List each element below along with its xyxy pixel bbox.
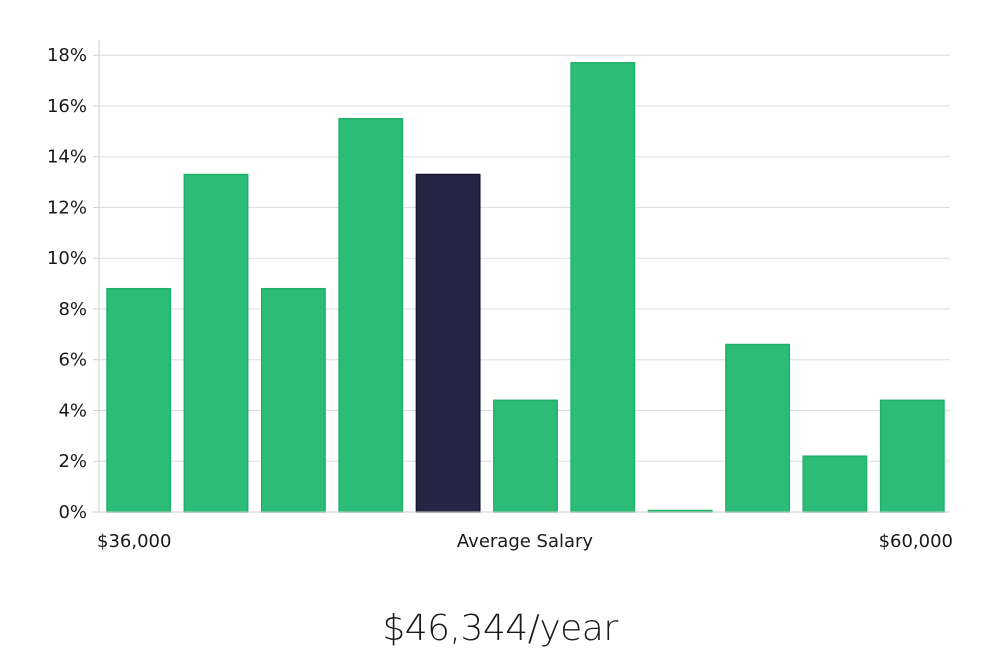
y-tick-label: 18%	[47, 45, 87, 66]
y-tick-label: 14%	[47, 147, 87, 168]
bar	[338, 117, 404, 513]
y-tick-label: 6%	[58, 350, 87, 371]
x-label-max: $60,000	[879, 531, 953, 552]
average-salary-value: $46,344/year	[382, 608, 618, 649]
y-tick-label: 0%	[58, 502, 87, 523]
bars	[106, 62, 945, 513]
bar	[879, 399, 945, 513]
bar	[802, 455, 868, 513]
bar	[106, 287, 172, 513]
x-label-center: Average Salary	[457, 531, 594, 552]
bar	[260, 287, 326, 513]
y-tick-label: 4%	[58, 400, 87, 421]
y-tick-label: 12%	[47, 197, 87, 218]
x-label-min: $36,000	[97, 531, 171, 552]
y-tick-label: 16%	[47, 96, 87, 117]
bar	[493, 399, 558, 513]
salary-distribution-chart: 0% 2% 4% 6% 8% 10% 12% 14% 16% 18% $36,000 Averag…	[47, 40, 953, 552]
bar	[570, 62, 636, 513]
bar	[725, 343, 791, 513]
y-tick-label: 2%	[58, 451, 87, 472]
bar-highlighted	[415, 173, 481, 513]
y-tick-label: 10%	[47, 248, 87, 269]
y-tick-label: 8%	[58, 299, 87, 320]
bar	[183, 173, 249, 513]
y-axis-ticks: 0% 2% 4% 6% 8% 10% 12% 14% 16% 18%	[47, 45, 99, 523]
